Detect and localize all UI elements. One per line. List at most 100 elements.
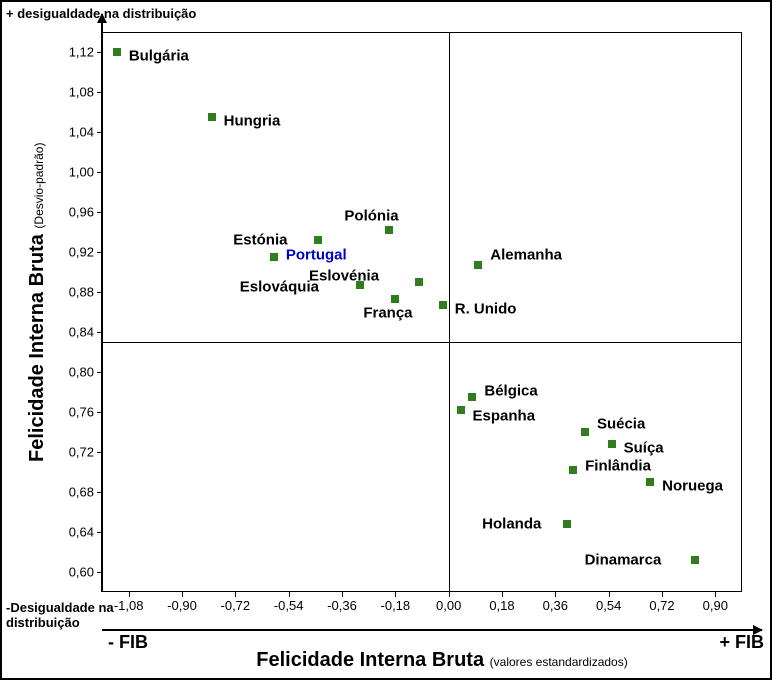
data-point-label: Bulgária xyxy=(129,48,189,65)
y-axis-subtitle: (Desvio-padrão) xyxy=(32,143,46,229)
data-point xyxy=(581,428,589,436)
x-tick-label: 0,54 xyxy=(596,598,621,613)
x-tick xyxy=(129,592,130,597)
y-tick xyxy=(97,132,102,133)
x-tick xyxy=(715,592,716,597)
data-point-label: Suécia xyxy=(597,416,645,433)
x-axis-arrow xyxy=(102,629,762,631)
x-tick-label: -0,36 xyxy=(327,598,357,613)
data-point xyxy=(468,393,476,401)
data-point xyxy=(691,556,699,564)
x-left-label: - FIB xyxy=(108,632,148,653)
x-tick-label: -0,54 xyxy=(274,598,304,613)
bottom-corner-label-line2: distribuição xyxy=(6,615,80,630)
y-tick xyxy=(97,292,102,293)
x-tick xyxy=(609,592,610,597)
x-axis-subtitle: (valores estandardizados) xyxy=(490,655,628,669)
y-axis-title-main: Felicidade Interna Bruta xyxy=(26,234,48,462)
x-axis-title: Felicidade Interna Bruta (valores estand… xyxy=(232,649,652,672)
y-tick-label: 0,60 xyxy=(62,565,94,580)
data-point-label: Bélgica xyxy=(484,383,537,400)
x-tick xyxy=(502,592,503,597)
x-tick xyxy=(342,592,343,597)
y-tick-label: 0,68 xyxy=(62,485,94,500)
y-tick-label: 0,80 xyxy=(62,365,94,380)
data-point-label: Eslovénia xyxy=(309,268,379,285)
y-tick xyxy=(97,212,102,213)
x-tick-label: -1,08 xyxy=(114,598,144,613)
data-point xyxy=(415,278,423,286)
x-reference-line xyxy=(449,32,450,592)
x-tick xyxy=(289,592,290,597)
y-tick xyxy=(97,332,102,333)
scatter-chart: + desigualdade na distribuição Felicidad… xyxy=(0,0,772,680)
y-tick-label: 0,88 xyxy=(62,285,94,300)
y-tick xyxy=(97,452,102,453)
y-tick-label: 1,00 xyxy=(62,165,94,180)
y-tick-label: 0,64 xyxy=(62,525,94,540)
data-point-label: Noruega xyxy=(662,478,723,495)
y-tick-label: 0,84 xyxy=(62,325,94,340)
data-point-label: Finlândia xyxy=(585,458,651,475)
x-tick-label: 0,36 xyxy=(543,598,568,613)
x-tick xyxy=(555,592,556,597)
x-tick-label: -0,18 xyxy=(381,598,411,613)
y-tick xyxy=(97,92,102,93)
x-tick xyxy=(662,592,663,597)
data-point xyxy=(474,261,482,269)
data-point-label: R. Unido xyxy=(455,301,517,318)
data-point-label: Hungria xyxy=(224,113,281,130)
x-axis-title-main: Felicidade Interna Bruta xyxy=(256,649,484,671)
x-tick-label: 0,72 xyxy=(649,598,674,613)
data-point-label: Eslováquia xyxy=(240,279,319,296)
bottom-corner-label: -Desigualdade na distribuição xyxy=(6,601,126,630)
y-tick xyxy=(97,492,102,493)
x-tick xyxy=(182,592,183,597)
y-tick xyxy=(97,252,102,253)
data-point xyxy=(563,520,571,528)
y-reference-line xyxy=(102,342,742,343)
data-point xyxy=(646,478,654,486)
data-point-label: Suíça xyxy=(624,440,664,457)
data-point-label: França xyxy=(363,305,412,322)
y-tick-label: 0,92 xyxy=(62,245,94,260)
data-point-label: Estónia xyxy=(233,232,287,249)
data-point xyxy=(270,253,278,261)
x-tick-label: 0,18 xyxy=(489,598,514,613)
data-point xyxy=(314,236,322,244)
data-point xyxy=(385,226,393,234)
data-point xyxy=(608,440,616,448)
data-point xyxy=(208,113,216,121)
x-tick xyxy=(235,592,236,597)
data-point xyxy=(439,301,447,309)
data-point xyxy=(457,406,465,414)
x-tick-label: 0,90 xyxy=(703,598,728,613)
y-tick-label: 0,76 xyxy=(62,405,94,420)
y-tick xyxy=(97,572,102,573)
y-tick-label: 1,12 xyxy=(62,45,94,60)
y-tick xyxy=(97,172,102,173)
x-tick-label: 0,00 xyxy=(436,598,461,613)
data-point-label: Alemanha xyxy=(490,247,562,264)
data-point-label: Portugal xyxy=(286,247,347,264)
y-tick-label: 1,08 xyxy=(62,85,94,100)
x-tick xyxy=(395,592,396,597)
data-point xyxy=(569,466,577,474)
bottom-corner-label-line1: -Desigualdade na xyxy=(6,600,114,615)
y-tick-label: 0,72 xyxy=(62,445,94,460)
data-point-label: Dinamarca xyxy=(585,552,662,569)
data-point-label: Polónia xyxy=(344,208,398,225)
data-point-label: Espanha xyxy=(473,408,536,425)
y-tick xyxy=(97,532,102,533)
data-point xyxy=(391,295,399,303)
y-tick-label: 1,04 xyxy=(62,125,94,140)
x-right-label: + FIB xyxy=(719,632,764,653)
data-point-label: Holanda xyxy=(482,516,541,533)
plot-area xyxy=(102,32,742,592)
data-point xyxy=(113,48,121,56)
y-axis-title: Felicidade Interna Bruta (Desvio-padrão) xyxy=(26,143,49,462)
y-tick-label: 0,96 xyxy=(62,205,94,220)
y-tick xyxy=(97,412,102,413)
x-tick xyxy=(449,592,450,597)
x-tick-label: -0,72 xyxy=(221,598,251,613)
